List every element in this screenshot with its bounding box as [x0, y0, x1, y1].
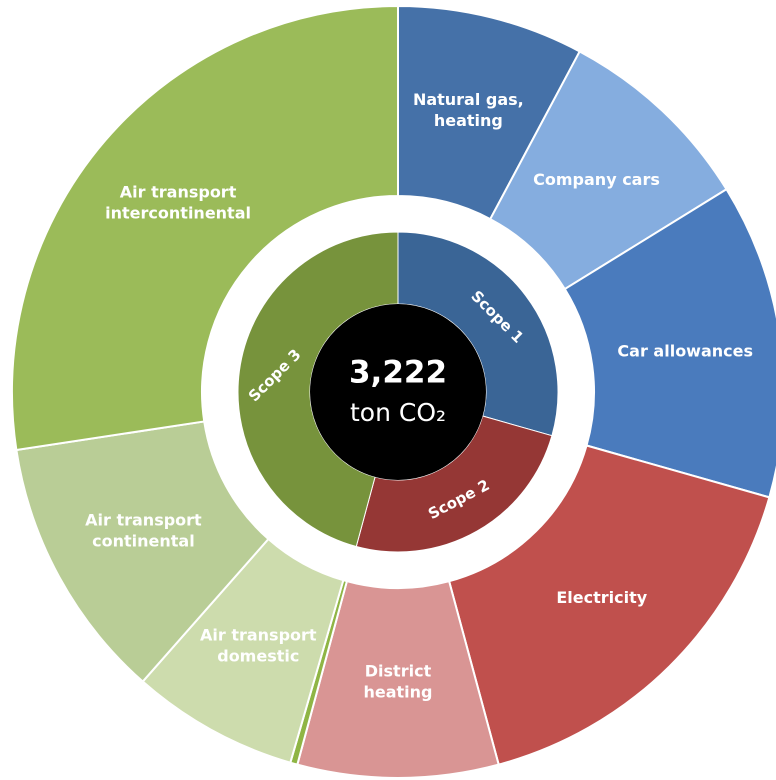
segment-label: Car allowances	[617, 342, 753, 361]
total: 3,222	[349, 355, 447, 391]
segment-label: Air transport domestic	[200, 625, 317, 665]
segment-label: Air transport intercontinental	[105, 182, 251, 222]
unit: ton CO₂	[350, 398, 446, 427]
segment-label: Natural gas, heating	[413, 90, 524, 130]
segment-label: Air transport continental	[85, 510, 202, 550]
outer-segment	[15, 420, 270, 683]
outer-segment	[447, 444, 771, 766]
center-hole	[310, 304, 486, 480]
segment-label: District heating	[363, 661, 432, 701]
segment-label: Electricity	[556, 588, 647, 607]
outer-segment	[563, 187, 776, 499]
outer-segment	[11, 4, 399, 452]
segment-label: Company cars	[533, 170, 660, 189]
